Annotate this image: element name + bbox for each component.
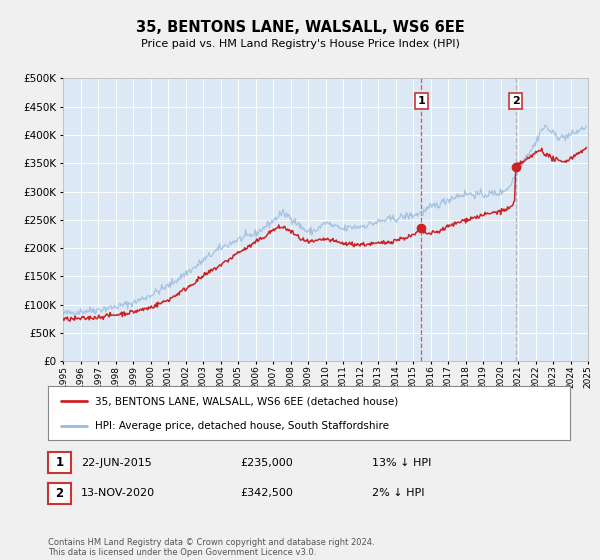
Text: 2: 2 bbox=[512, 96, 520, 106]
Text: £342,500: £342,500 bbox=[240, 488, 293, 498]
Text: 22-JUN-2015: 22-JUN-2015 bbox=[81, 458, 152, 468]
Text: 13% ↓ HPI: 13% ↓ HPI bbox=[372, 458, 431, 468]
Text: 1: 1 bbox=[418, 96, 425, 106]
Text: Contains HM Land Registry data © Crown copyright and database right 2024.
This d: Contains HM Land Registry data © Crown c… bbox=[48, 538, 374, 557]
Text: £235,000: £235,000 bbox=[240, 458, 293, 468]
Text: HPI: Average price, detached house, South Staffordshire: HPI: Average price, detached house, Sout… bbox=[95, 421, 389, 431]
Text: 1: 1 bbox=[55, 456, 64, 469]
Text: Price paid vs. HM Land Registry's House Price Index (HPI): Price paid vs. HM Land Registry's House … bbox=[140, 39, 460, 49]
Text: 2% ↓ HPI: 2% ↓ HPI bbox=[372, 488, 425, 498]
Text: 35, BENTONS LANE, WALSALL, WS6 6EE: 35, BENTONS LANE, WALSALL, WS6 6EE bbox=[136, 20, 464, 35]
Text: 35, BENTONS LANE, WALSALL, WS6 6EE (detached house): 35, BENTONS LANE, WALSALL, WS6 6EE (deta… bbox=[95, 396, 398, 407]
Text: 2: 2 bbox=[55, 487, 64, 500]
Text: 13-NOV-2020: 13-NOV-2020 bbox=[81, 488, 155, 498]
